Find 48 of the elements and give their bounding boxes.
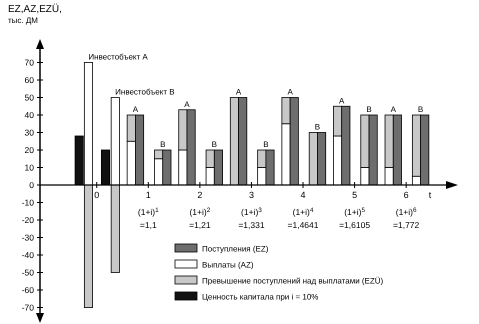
y-tick-label: 40 <box>24 110 34 120</box>
annotation: B <box>212 140 217 149</box>
annotation: B <box>314 122 320 132</box>
y-tick-label: 70 <box>24 57 34 68</box>
legend-label: Поступления (EZ) <box>202 244 269 254</box>
legend-label: Ценность капитала при i = 10% <box>202 292 318 302</box>
x-axis-title: t <box>428 190 432 200</box>
annotation: A <box>236 88 242 96</box>
annotation: Инвестобъект А <box>88 52 148 62</box>
y-tick-label: -30 <box>22 232 34 242</box>
annotation: B <box>160 140 166 149</box>
x-tick-label: 6 <box>404 190 409 200</box>
y-tick-label: -40 <box>22 250 34 260</box>
annotation: (1+i)$^{3}$ =1,331 <box>238 206 265 230</box>
y-tick-label: -50 <box>22 267 34 278</box>
annotation: Инвестобъект В <box>115 88 175 96</box>
y-tick-label: 20 <box>24 144 34 155</box>
annotation: B <box>263 140 269 149</box>
legend-label: Превышение поступлений над выплатами (EZÜ) <box>202 276 384 286</box>
annotation: (1+i)$^{1}$ =1,1 <box>138 206 160 230</box>
x-tick-label: 1 <box>146 190 151 200</box>
x-tick-label: 0 <box>94 190 100 200</box>
annotation: A <box>390 105 397 114</box>
x-tick-label: 4 <box>300 190 306 200</box>
x-tick-label: 3 <box>248 190 254 200</box>
x-tick-label: 2 <box>197 190 202 200</box>
y-tick-label: 50 <box>24 92 34 102</box>
y-tick-label: -20 <box>22 214 34 225</box>
y-tick-label: -70 <box>22 302 34 312</box>
annotation: A <box>184 100 190 109</box>
legend-label: Выплаты (AZ) <box>202 260 254 270</box>
annotation: (1+i)$^{5}$ =1,6105 <box>339 206 370 230</box>
y-tick-label: -60 <box>22 284 34 295</box>
y-tick-label: 10 <box>24 162 34 172</box>
y-tick-label: 60 <box>24 74 34 85</box>
y-tick-label: -10 <box>22 197 34 208</box>
annotation: A <box>132 105 139 114</box>
annotation: (1+i)$^{2}$ =1,21 <box>189 206 211 230</box>
annotation: B <box>418 105 424 114</box>
y-tick-label: 0 <box>29 180 34 190</box>
y-axis-title: EZ,AZ,EZÜ, тыс. ДМ <box>8 3 62 25</box>
y-tick-label: 30 <box>24 127 34 138</box>
annotation: B <box>366 105 372 114</box>
annotation: (1+i)$^{4}$ =1,4641 <box>288 206 319 230</box>
annotation: A <box>287 88 294 96</box>
annotation: A <box>339 96 346 106</box>
annotation: (1+i)$^{6}$ =1,772 <box>393 206 420 230</box>
x-tick-label: 5 <box>352 190 358 200</box>
